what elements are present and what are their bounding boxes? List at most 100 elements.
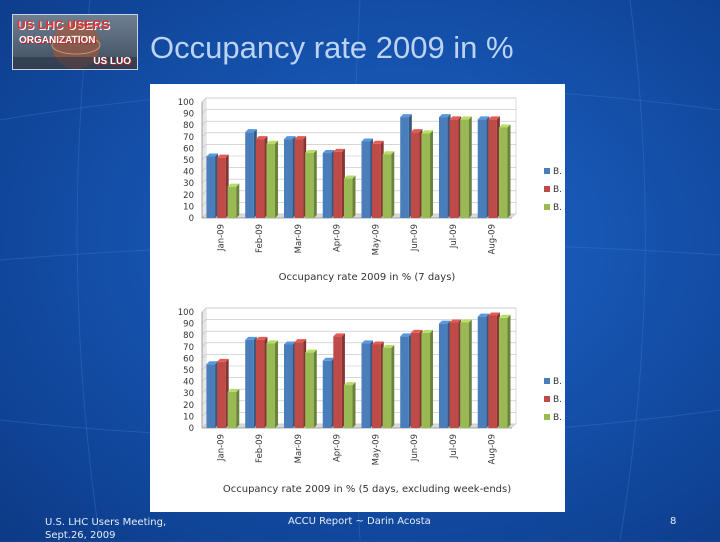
chart-1-floor [202,214,516,218]
bar-top [410,129,423,133]
bar-front [361,343,371,428]
bar-top [227,183,240,187]
logo-text-middle: ORGANIZATION [19,35,96,46]
chart-1-bar-b39-jan-09 [217,154,229,218]
bar-front [305,352,314,428]
bar-front [438,323,448,428]
bar-side [507,124,511,218]
bar-front [498,317,508,428]
chart-1-x-tick-label: Jun-09 [410,224,420,252]
chart-2-bar-b41-mar-09 [305,349,317,428]
chart-2-gridline-diag [201,307,207,313]
chart-2-y-tick-label: 40 [183,378,194,388]
bar-front [372,143,381,218]
chart-2-legend-label: B. 41 [553,413,565,423]
chart-2-gridline-diag [201,377,207,382]
bar-side [352,175,356,218]
bar-front [372,344,381,428]
chart-2-bar-b39-jun-09 [410,329,423,428]
bar-front [498,127,508,218]
bar-top [382,151,395,155]
bar-top [410,329,423,333]
bar-top [400,333,412,337]
bar-side [391,344,395,428]
chart-1-bar-b38-apr-09 [322,150,335,218]
bar-side [507,314,511,428]
chart-2-gridline-diag [201,365,207,371]
chart-1-gridline-diag [201,213,207,219]
chart-1-gridline-diag [201,167,207,172]
bar-side [236,389,240,428]
chart-1-bar-b38-mar-09 [283,136,296,218]
bar-top [460,319,472,323]
bar-front [266,343,276,428]
bar-top [305,349,317,353]
bar-front [255,139,265,218]
chart-2-legend-swatch [544,396,550,402]
chart-2-legend-label: B. 39 [553,395,565,405]
chart-2-x-tick-label: Jun-09 [410,434,420,462]
chart-1-bar-b41-apr-09 [343,175,356,218]
chart-1-gridline-diag [201,109,207,114]
bar-front [382,347,392,428]
chart-1-gridline-diag [201,97,207,103]
chart-1-bar-b38-jul-09 [438,114,451,218]
bar-front [217,157,226,218]
bar-side [430,130,434,218]
chart-2-bar-b38-mar-09 [283,341,296,428]
chart-2-bar-b39-jan-09 [217,358,229,428]
chart-2-gridline-diag [201,412,207,417]
chart-1-x-tick-label: Mar-09 [294,224,304,253]
bar-front [488,119,497,218]
bar-top [283,341,296,345]
chart-1-legend-swatch [544,204,550,210]
organization-logo: US LHC USERS ORGANIZATION US LUO [12,14,138,70]
bar-top [488,116,500,120]
chart-1-legend-swatch [544,186,550,192]
bar-front [305,153,314,218]
bar-top [372,341,384,345]
charts-panel: 0 10 20 30 40 50 60 70 80 90 100 Jan-09 Feb-09 Mar-09… [150,84,565,512]
chart-2-legend-swatch [544,414,550,420]
chart-1-bar-b38-may-09 [361,138,374,218]
chart-1-bar-b39-feb-09 [255,136,268,218]
chart-1-bar-b41-feb-09 [266,140,279,218]
bar-front [477,119,487,218]
bar-top [477,313,490,317]
chart-2-bar-b41-jun-09 [421,329,434,428]
bar-top [421,329,434,333]
bar-front [322,153,332,218]
bar-top [227,389,240,393]
bar-side [430,329,434,428]
slide-title: Occupancy rate 2009 in % [150,30,514,65]
bar-top [245,129,257,133]
chart-1-legend-label: B. 39 [553,185,565,195]
chart-2-gridline-diag [201,342,207,348]
chart-1-bar-b39-aug-09 [488,116,500,218]
chart-1-legend-label: B. 38 [553,167,565,177]
chart-1-bar-b39-jun-09 [410,129,423,218]
chart-1-bar-b41-aug-09 [498,124,511,218]
chart-2-bar-b38-jan-09 [206,361,219,428]
bar-front [217,361,226,428]
bar-top [382,344,395,348]
chart-1-y-tick-label: 70 [183,133,194,143]
chart-1-x-tick-label: Aug-09 [488,224,498,254]
bar-top [460,116,472,120]
chart-2-bar-b38-feb-09 [245,336,257,428]
chart-1-legend-label: B. 41 [553,203,565,213]
chart-2-gridline-diag [201,330,207,336]
bar-side [275,140,279,218]
logo-text-top: US LHC USERS [17,18,110,32]
chart-1-y-tick-label: 0 [189,214,194,224]
chart-2-gridline-diag [201,423,207,429]
chart-2-gridline-diag [201,388,207,394]
chart-1-y-tick-label: 60 [183,144,194,154]
chart-2-bar-b38-jun-09 [400,333,412,428]
bar-top [361,138,374,142]
bar-front [333,151,342,218]
bar-top [449,116,462,120]
chart-1-gridline-diag [201,178,207,184]
bar-front [460,322,469,428]
